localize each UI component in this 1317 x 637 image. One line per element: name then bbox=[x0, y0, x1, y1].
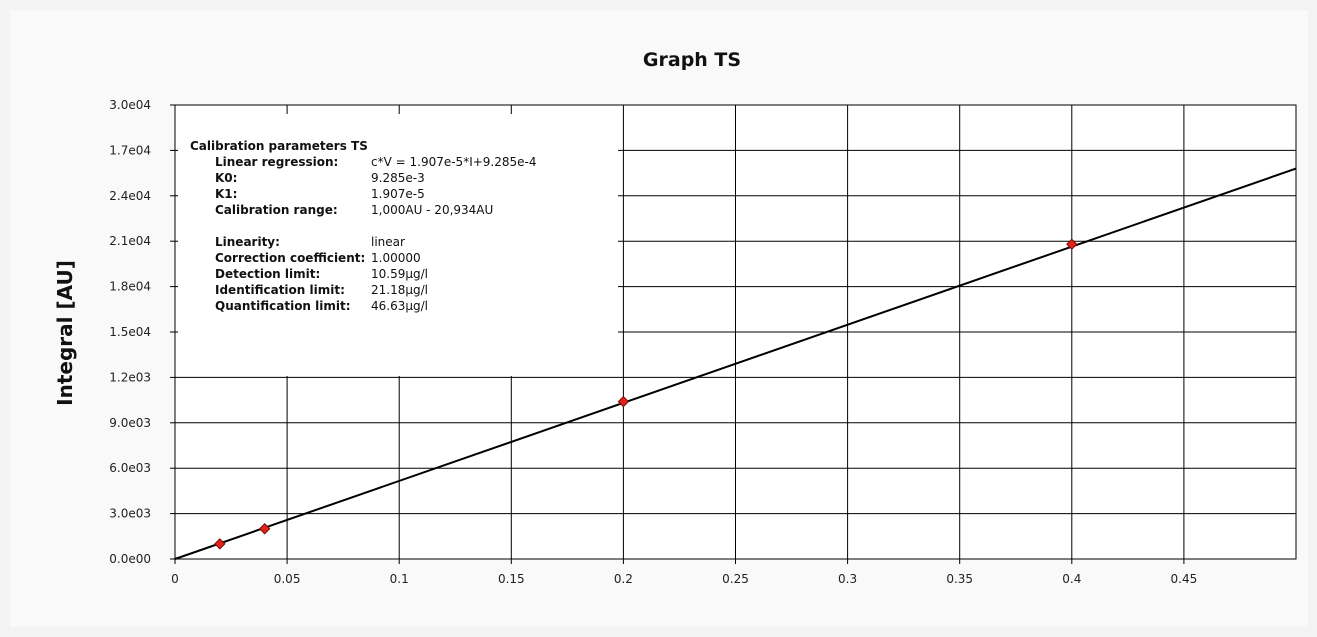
param-label: Detection limit: bbox=[215, 267, 321, 281]
data-point bbox=[214, 538, 226, 550]
param-label: Correction coefficient: bbox=[215, 251, 366, 265]
data-points-layer bbox=[214, 238, 1078, 550]
y-tick-label: 2.4e04 bbox=[109, 189, 151, 203]
calibration-parameters-box: Calibration parameters TS Linear regress… bbox=[178, 114, 618, 376]
x-tick-labels: 0 0.05 0.1 0.15 0.2 0.25 0.3 0.35 0.4 0.45 bbox=[171, 559, 1197, 586]
x-tick-label: 0.05 bbox=[274, 572, 301, 586]
x-tick-label: 0.4 bbox=[1062, 572, 1081, 586]
param-row: Calibration range: 1,000AU - 20,934AU bbox=[190, 202, 618, 218]
x-tick-label: 0.45 bbox=[1171, 572, 1198, 586]
y-tick-label: 9.0e03 bbox=[109, 416, 151, 430]
param-value: 1.907e-5 bbox=[371, 187, 425, 201]
params-rows-primary: Linear regression: c*V = 1.907e-5*I+9.285… bbox=[190, 154, 618, 218]
x-tick-label: 0.15 bbox=[498, 572, 525, 586]
x-tick-label: 0.25 bbox=[722, 572, 749, 586]
param-value: c*V = 1.907e-5*I+9.285e-4 bbox=[371, 155, 537, 169]
y-tick-label: 1.7e04 bbox=[109, 143, 151, 157]
data-point bbox=[258, 523, 271, 535]
y-tick-label: 3.0e03 bbox=[109, 507, 151, 521]
y-tick-label: 0.0e00 bbox=[109, 552, 151, 566]
data-point bbox=[1066, 238, 1078, 250]
params-title: Calibration parameters TS bbox=[190, 139, 368, 153]
param-row: Linearity: linear bbox=[190, 234, 618, 250]
param-value: 10.59µg/l bbox=[371, 267, 428, 281]
regression-line-layer bbox=[174, 167, 1297, 560]
param-label: Identification limit: bbox=[215, 283, 345, 297]
y-tick-label: 6.0e03 bbox=[109, 461, 151, 475]
x-tick-label: 0.3 bbox=[838, 572, 857, 586]
y-axis-label: Integral [AU] bbox=[53, 260, 77, 406]
param-row: Correction coefficient: 1.00000 bbox=[190, 250, 618, 266]
param-row: Linear regression: c*V = 1.907e-5*I+9.285… bbox=[190, 154, 618, 170]
param-value: 21.18µg/l bbox=[371, 283, 428, 297]
param-row: K1: 1.907e-5 bbox=[190, 186, 618, 202]
param-label: K0: bbox=[215, 171, 238, 185]
data-point bbox=[617, 395, 630, 408]
y-tick-label: 3.0e04 bbox=[109, 98, 151, 112]
param-row: Detection limit: 10.59µg/l bbox=[190, 266, 618, 282]
y-tick-label: 1.8e04 bbox=[109, 280, 151, 294]
param-label: K1: bbox=[215, 187, 238, 201]
param-value: 46.63µg/l bbox=[371, 299, 428, 313]
x-tick-label: 0.35 bbox=[946, 572, 973, 586]
y-tick-label: 2.1e04 bbox=[109, 234, 151, 248]
param-label: Quantification limit: bbox=[215, 299, 351, 313]
y-tick-labels: 0.0e00 3.0e03 6.0e03 9.0e03 1.2e03 1.5e04 1.8e… bbox=[109, 98, 175, 566]
params-rows-secondary: Linearity: linear Correction coefficient: 1… bbox=[190, 234, 618, 314]
param-value: 1.00000 bbox=[371, 251, 421, 265]
x-tick-label: 0.1 bbox=[390, 572, 409, 586]
param-label: Calibration range: bbox=[215, 203, 338, 217]
param-row: K0: 9.285e-3 bbox=[190, 170, 618, 186]
x-tick-label: 0.2 bbox=[614, 572, 633, 586]
chart-panel: Graph TS Integral [AU] 0.0e00 3.0e03 6.0e0… bbox=[10, 10, 1308, 627]
param-value: 1,000AU - 20,934AU bbox=[371, 203, 494, 217]
chart-title: Graph TS bbox=[643, 49, 741, 71]
param-label: Linear regression: bbox=[215, 155, 339, 169]
param-row: Quantification limit: 46.63µg/l bbox=[190, 298, 618, 314]
param-row: Identification limit: 21.18µg/l bbox=[190, 282, 618, 298]
param-value: linear bbox=[371, 235, 405, 249]
regression-line bbox=[174, 167, 1297, 560]
x-tick-label: 0 bbox=[171, 572, 179, 586]
param-label: Linearity: bbox=[215, 235, 280, 249]
param-value: 9.285e-3 bbox=[371, 171, 425, 185]
y-tick-label: 1.5e04 bbox=[109, 325, 151, 339]
y-tick-label: 1.2e03 bbox=[109, 370, 151, 384]
